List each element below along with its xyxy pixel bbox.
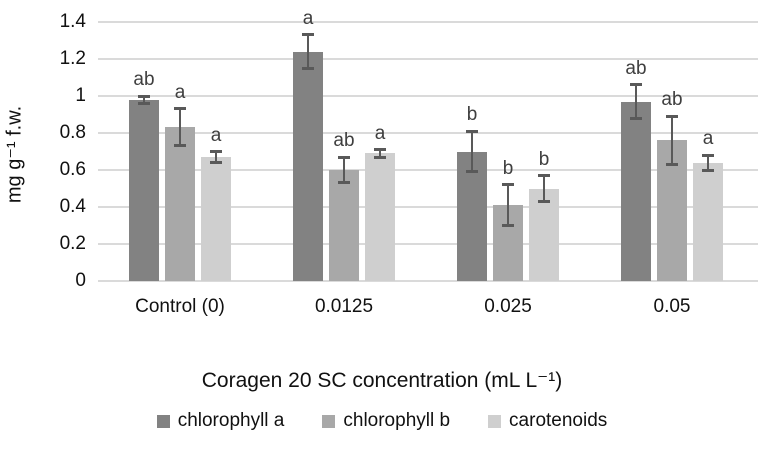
error-bar-line bbox=[635, 84, 637, 119]
legend-item-chlorophyll-b: chlorophyll b bbox=[322, 410, 450, 432]
error-bar-line bbox=[471, 131, 473, 172]
gridline bbox=[98, 21, 758, 23]
error-bar-cap bbox=[702, 153, 714, 157]
y-tick-label: 1 bbox=[75, 85, 86, 106]
legend-label: chlorophyll a bbox=[177, 410, 285, 431]
error-bar-line bbox=[543, 175, 545, 202]
significance-letter: a bbox=[210, 124, 222, 146]
significance-letter: ab bbox=[333, 130, 355, 152]
error-bar-line bbox=[215, 151, 217, 163]
error-bar-line bbox=[179, 108, 181, 146]
error-bar-line bbox=[507, 184, 509, 226]
bar-carotenoids-3 bbox=[693, 162, 723, 281]
y-tick-label: 1.2 bbox=[59, 48, 86, 69]
legend: chlorophyll a chlorophyll b carotenoids bbox=[0, 410, 764, 432]
bar-chlorophyll-a-0 bbox=[129, 99, 159, 281]
legend-marker-icon bbox=[322, 414, 336, 428]
error-bar-cap bbox=[210, 161, 222, 165]
error-bar-cap bbox=[502, 183, 514, 187]
significance-letter: b bbox=[538, 148, 550, 170]
gridline bbox=[98, 169, 758, 171]
error-bar-line bbox=[307, 34, 309, 69]
error-bar-cap bbox=[174, 107, 186, 111]
error-bar-cap bbox=[138, 94, 150, 98]
legend-marker-icon bbox=[156, 414, 170, 428]
bar-chlorophyll-b-1 bbox=[329, 170, 359, 281]
gridline bbox=[98, 95, 758, 97]
error-bar-cap bbox=[666, 114, 678, 118]
x-category-label: Control (0) bbox=[135, 296, 225, 317]
significance-letter: ab bbox=[625, 57, 647, 79]
error-bar-cap bbox=[502, 224, 514, 227]
error-bar-line bbox=[707, 155, 709, 170]
error-bar-cap bbox=[174, 144, 186, 148]
error-bar-cap bbox=[666, 162, 678, 166]
error-bar-line bbox=[143, 96, 145, 104]
significance-letter: b bbox=[502, 157, 514, 179]
error-bar-cap bbox=[374, 155, 386, 159]
error-bar-cap bbox=[302, 66, 314, 70]
error-bar-cap bbox=[630, 116, 642, 120]
gridline bbox=[98, 58, 758, 60]
error-bar-cap bbox=[702, 168, 714, 172]
error-bar-cap bbox=[466, 170, 478, 174]
error-bar-cap bbox=[374, 148, 386, 152]
error-bar-cap bbox=[630, 83, 642, 87]
bar-carotenoids-1 bbox=[365, 153, 395, 281]
y-tick-label: 0.2 bbox=[59, 233, 86, 254]
bar-chlorophyll-a-1 bbox=[293, 51, 323, 281]
legend-item-chlorophyll-a: chlorophyll a bbox=[156, 410, 285, 432]
gridline bbox=[98, 132, 758, 134]
error-bar-cap bbox=[466, 129, 478, 133]
significance-letter: a bbox=[302, 7, 314, 29]
bar-chlorophyll-a-3 bbox=[621, 101, 651, 281]
error-bar-cap bbox=[302, 33, 314, 37]
error-bar-line bbox=[671, 116, 673, 165]
error-bar-line bbox=[343, 157, 345, 183]
significance-letter: a bbox=[374, 122, 386, 144]
y-tick-label: 1.4 bbox=[59, 11, 86, 32]
x-axis-title: Coragen 20 SC concentration (mL L⁻¹) bbox=[201, 369, 563, 392]
significance-letter: b bbox=[466, 104, 478, 126]
legend-item-carotenoids: carotenoids bbox=[488, 410, 607, 432]
error-bar-cap bbox=[338, 181, 350, 185]
error-bar-cap bbox=[538, 199, 550, 203]
y-tick-label: 0.8 bbox=[59, 122, 86, 143]
error-bar-cap bbox=[210, 150, 222, 153]
legend-label: chlorophyll b bbox=[343, 410, 451, 431]
x-category-label: 0.025 bbox=[484, 296, 532, 317]
significance-letter: ab bbox=[661, 89, 683, 111]
error-bar-line bbox=[379, 149, 381, 158]
significance-letter: ab bbox=[133, 69, 155, 90]
error-bar-cap bbox=[138, 101, 150, 105]
x-category-label: 0.05 bbox=[653, 296, 691, 317]
bar-carotenoids-2 bbox=[529, 188, 559, 281]
gridline bbox=[98, 243, 758, 245]
bar-chlorophyll-b-0 bbox=[165, 127, 195, 281]
plot-area: ab a b ab a ab b ab a a b a bbox=[98, 8, 758, 282]
gridline bbox=[98, 206, 758, 208]
y-tick-label: 0.6 bbox=[59, 159, 86, 180]
error-bar-cap bbox=[338, 155, 350, 159]
error-bar-cap bbox=[538, 174, 550, 178]
y-tick-label: 0.4 bbox=[59, 196, 86, 217]
legend-marker-icon bbox=[488, 414, 502, 428]
significance-letter: a bbox=[702, 128, 714, 150]
gridline bbox=[98, 280, 758, 282]
legend-label: carotenoids bbox=[509, 410, 608, 431]
bar-carotenoids-0 bbox=[201, 157, 231, 281]
significance-letter: a bbox=[174, 81, 186, 103]
x-category-label: 0.0125 bbox=[314, 296, 374, 317]
y-tick-label: 0 bbox=[75, 270, 86, 291]
